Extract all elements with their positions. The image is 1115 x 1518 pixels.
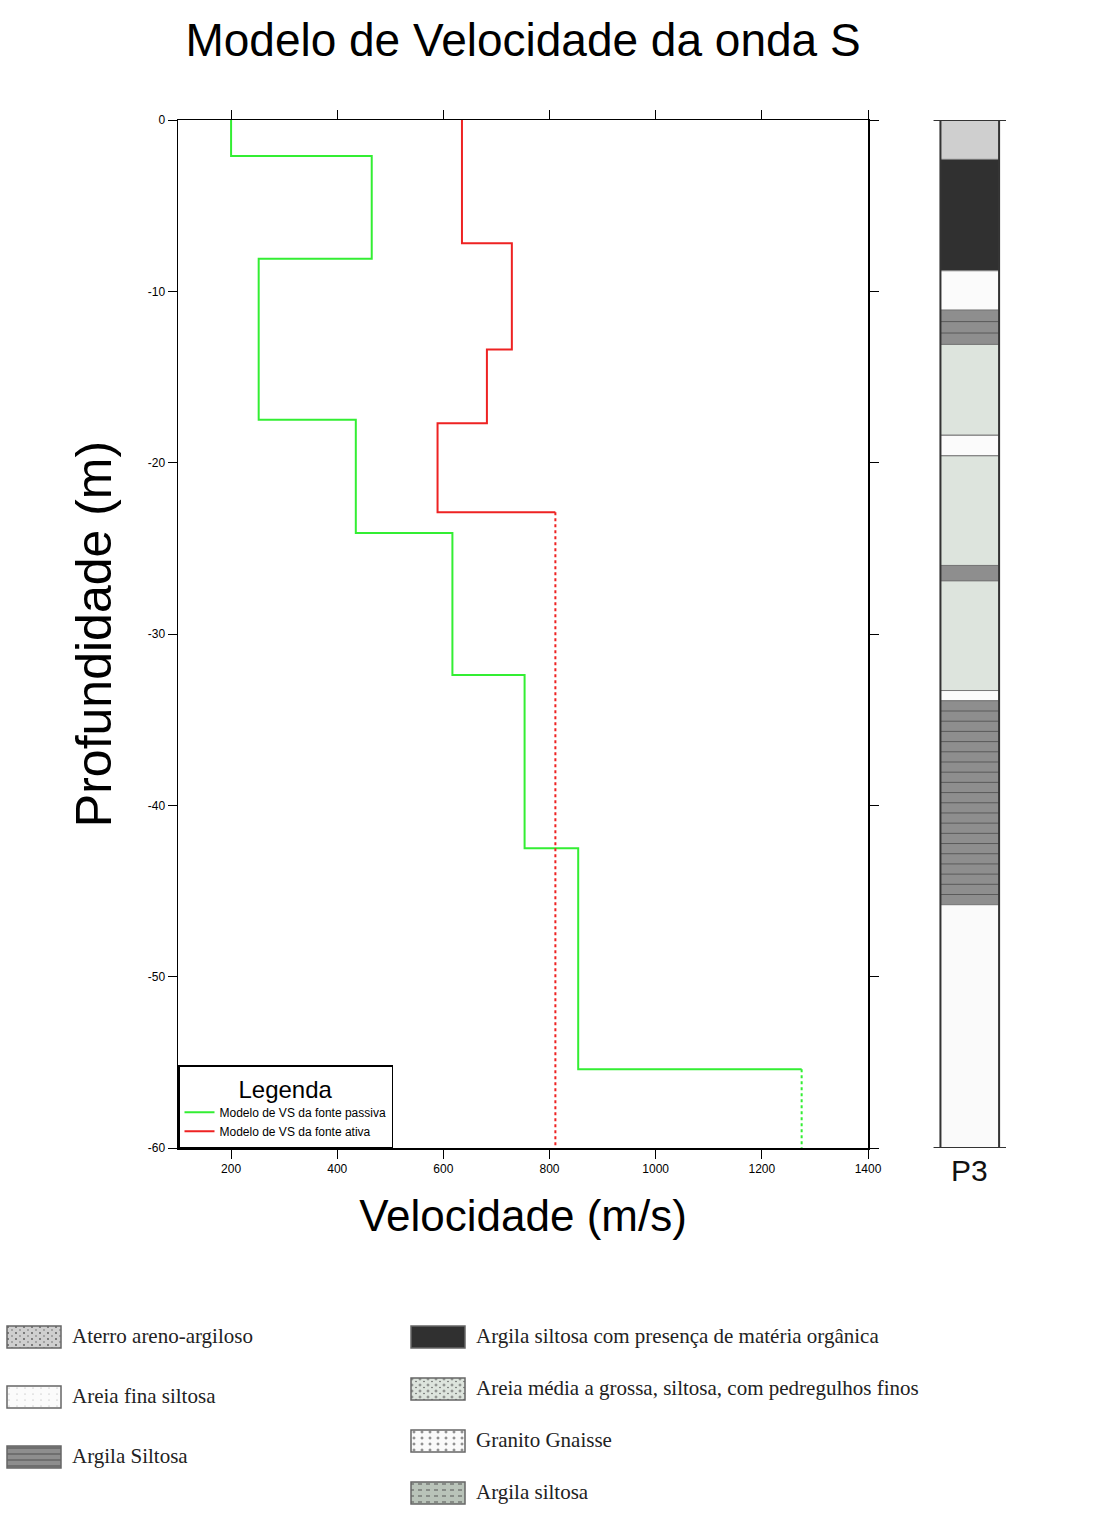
html-text:Argila siltosa: Argila siltosa [476, 1480, 589, 1504]
svg-text:1200: 1200 [748, 1162, 775, 1176]
svg-text:Modelo de VS da fonte ativa: Modelo de VS da fonte ativa [220, 1125, 371, 1139]
html-text:Areia média a grossa, siltosa,: Areia média a grossa, siltosa, com pedre… [476, 1376, 919, 1400]
svg-text:400: 400 [327, 1162, 347, 1176]
svg-text:1000: 1000 [642, 1162, 669, 1176]
svg-text:Legenda: Legenda [238, 1076, 332, 1103]
svg-text:200: 200 [221, 1162, 241, 1176]
svg-text:-60: -60 [148, 1141, 166, 1155]
svg-text:-30: -30 [148, 627, 166, 641]
svg-text:800: 800 [540, 1162, 560, 1176]
html-text:Granito Gnaisse: Granito Gnaisse [476, 1428, 612, 1452]
html-text:Aterro areno-argiloso: Aterro areno-argiloso [72, 1324, 253, 1348]
svg-text:0: 0 [158, 113, 165, 127]
svg-text:-10: -10 [148, 285, 166, 299]
html-text:Areia fina siltosa: Areia fina siltosa [72, 1384, 216, 1408]
svg-text:1400: 1400 [855, 1162, 882, 1176]
svg-text:-20: -20 [148, 456, 166, 470]
svg-text:Modelo de Velocidade da onda S: Modelo de Velocidade da onda S [185, 14, 860, 66]
svg-text:Profundidade (m): Profundidade (m) [66, 441, 122, 827]
svg-text:-50: -50 [148, 970, 166, 984]
html-text:Argila siltosa com presença de: Argila siltosa com presença de matéria o… [476, 1324, 879, 1348]
svg-text:Velocidade (m/s): Velocidade (m/s) [359, 1191, 687, 1240]
html-text:Argila Siltosa: Argila Siltosa [72, 1444, 188, 1468]
svg-text:-40: -40 [148, 799, 166, 813]
svg-text:600: 600 [433, 1162, 453, 1176]
svg-text:P3: P3 [951, 1154, 988, 1187]
svg-text:Modelo de VS da fonte passiva: Modelo de VS da fonte passiva [220, 1106, 386, 1120]
